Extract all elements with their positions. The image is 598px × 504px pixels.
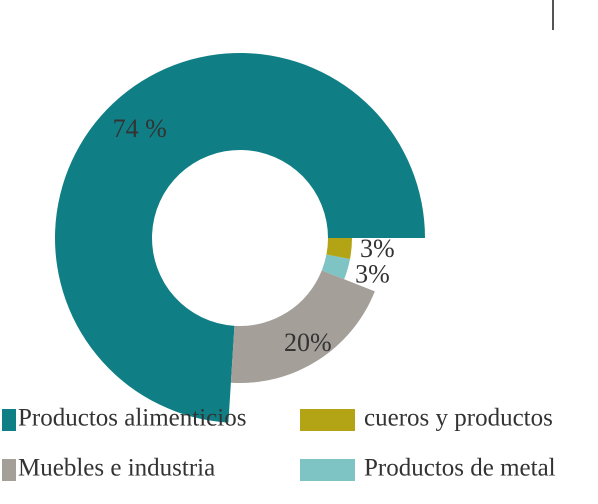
legend-swatch [2, 409, 16, 431]
legend-swatch [300, 409, 355, 431]
slice-label: 20% [284, 328, 332, 357]
slice-label: 3% [355, 259, 390, 288]
legend-label: cueros y productos [364, 405, 553, 432]
donut-slice [54, 52, 425, 423]
donut-slice [326, 238, 352, 259]
legend-swatch [300, 459, 355, 481]
legend-swatch [2, 459, 16, 481]
legend-label: Muebles e industria [18, 455, 215, 482]
slice-label: 74 % [113, 114, 167, 143]
donut-slice [230, 270, 375, 383]
legend-label: Productos de metal [364, 455, 556, 482]
legend-label: Productos alimenticios [18, 405, 246, 432]
donut-slice [321, 254, 351, 280]
slice-label: 3% [360, 234, 395, 263]
